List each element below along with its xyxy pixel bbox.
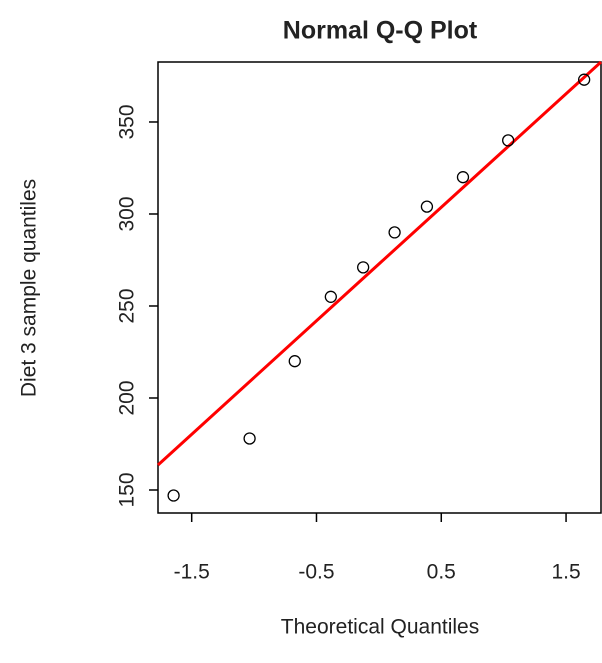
y-tick-label: 200 (116, 380, 139, 415)
y-tick-label: 150 (116, 472, 139, 507)
point (456, 171, 470, 184)
x-tick-label: -0.5 (298, 561, 334, 584)
chart-title: Normal Q-Q Plot (283, 17, 478, 45)
y-tick-label: 300 (116, 196, 139, 231)
point (167, 489, 180, 502)
point (420, 200, 434, 213)
y-tick-label: 250 (116, 288, 139, 323)
reference-line (156, 60, 602, 467)
point (578, 73, 591, 86)
x-axis-label: Theoretical Quantiles (281, 616, 479, 639)
point (502, 134, 515, 147)
y-axis-label: Diet 3 sample quantiles (18, 179, 41, 397)
x-tick-label: 0.5 (427, 561, 456, 584)
point (357, 261, 370, 274)
point (243, 432, 256, 445)
x-tick-label: -1.5 (174, 561, 210, 584)
point (324, 290, 337, 303)
x-tick-label: 1.5 (551, 561, 580, 584)
point (288, 355, 301, 368)
point (388, 226, 401, 239)
plot-frame (157, 61, 602, 514)
y-tick-label: 350 (116, 104, 139, 139)
